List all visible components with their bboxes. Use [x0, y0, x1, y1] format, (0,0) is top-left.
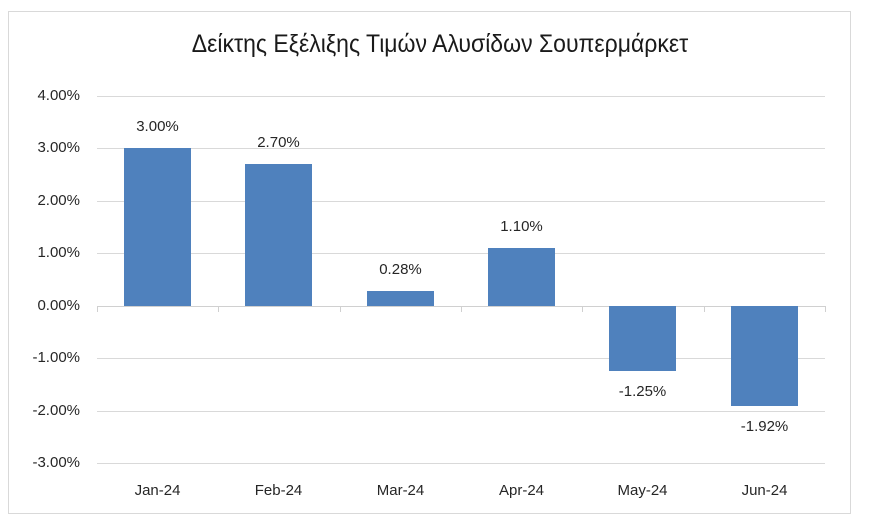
bar-feb-24	[245, 164, 312, 306]
x-tick-label: May-24	[617, 482, 668, 499]
gridline	[97, 358, 825, 359]
y-tick-label: -1.00%	[32, 349, 80, 366]
x-axis-tick	[582, 306, 583, 312]
y-tick-label: 0.00%	[37, 297, 80, 314]
gridline	[97, 463, 825, 464]
x-axis-tick	[340, 306, 341, 312]
y-tick-label: 1.00%	[37, 244, 80, 261]
chart-frame	[8, 11, 851, 514]
y-tick-label: 2.00%	[37, 192, 80, 209]
y-tick-label: -2.00%	[32, 402, 80, 419]
gridline	[97, 411, 825, 412]
x-axis-tick	[218, 306, 219, 312]
data-label: 0.28%	[379, 261, 422, 278]
gridline	[97, 201, 825, 202]
x-tick-label: Apr-24	[498, 482, 545, 499]
y-tick-label: 4.00%	[37, 87, 80, 104]
y-tick-label: 3.00%	[37, 139, 80, 156]
x-tick-label: Jun-24	[741, 482, 788, 499]
x-axis-tick	[704, 306, 705, 312]
data-label: 1.10%	[500, 218, 543, 235]
gridline	[97, 148, 825, 149]
x-tick-label: Feb-24	[254, 482, 303, 499]
data-label: -1.92%	[740, 418, 789, 435]
x-axis-tick	[825, 306, 826, 312]
y-tick-label: -3.00%	[32, 454, 80, 471]
bar-mar-24	[367, 291, 434, 306]
x-axis-tick	[461, 306, 462, 312]
data-label: -1.25%	[618, 383, 667, 400]
bar-jan-24	[124, 148, 191, 306]
bar-may-24	[609, 306, 676, 371]
x-tick-label: Mar-24	[376, 482, 425, 499]
x-axis-tick	[97, 306, 98, 312]
gridline	[97, 96, 825, 97]
bar-jun-24	[731, 306, 798, 406]
x-tick-label: Jan-24	[134, 482, 181, 499]
data-label: 3.00%	[136, 118, 179, 135]
bar-apr-24	[488, 248, 555, 306]
data-label: 2.70%	[257, 134, 300, 151]
chart-title: Δείκτης Εξέλιξης Τιμών Αλυσίδων Σουπερμά…	[191, 30, 689, 58]
gridline	[97, 253, 825, 254]
